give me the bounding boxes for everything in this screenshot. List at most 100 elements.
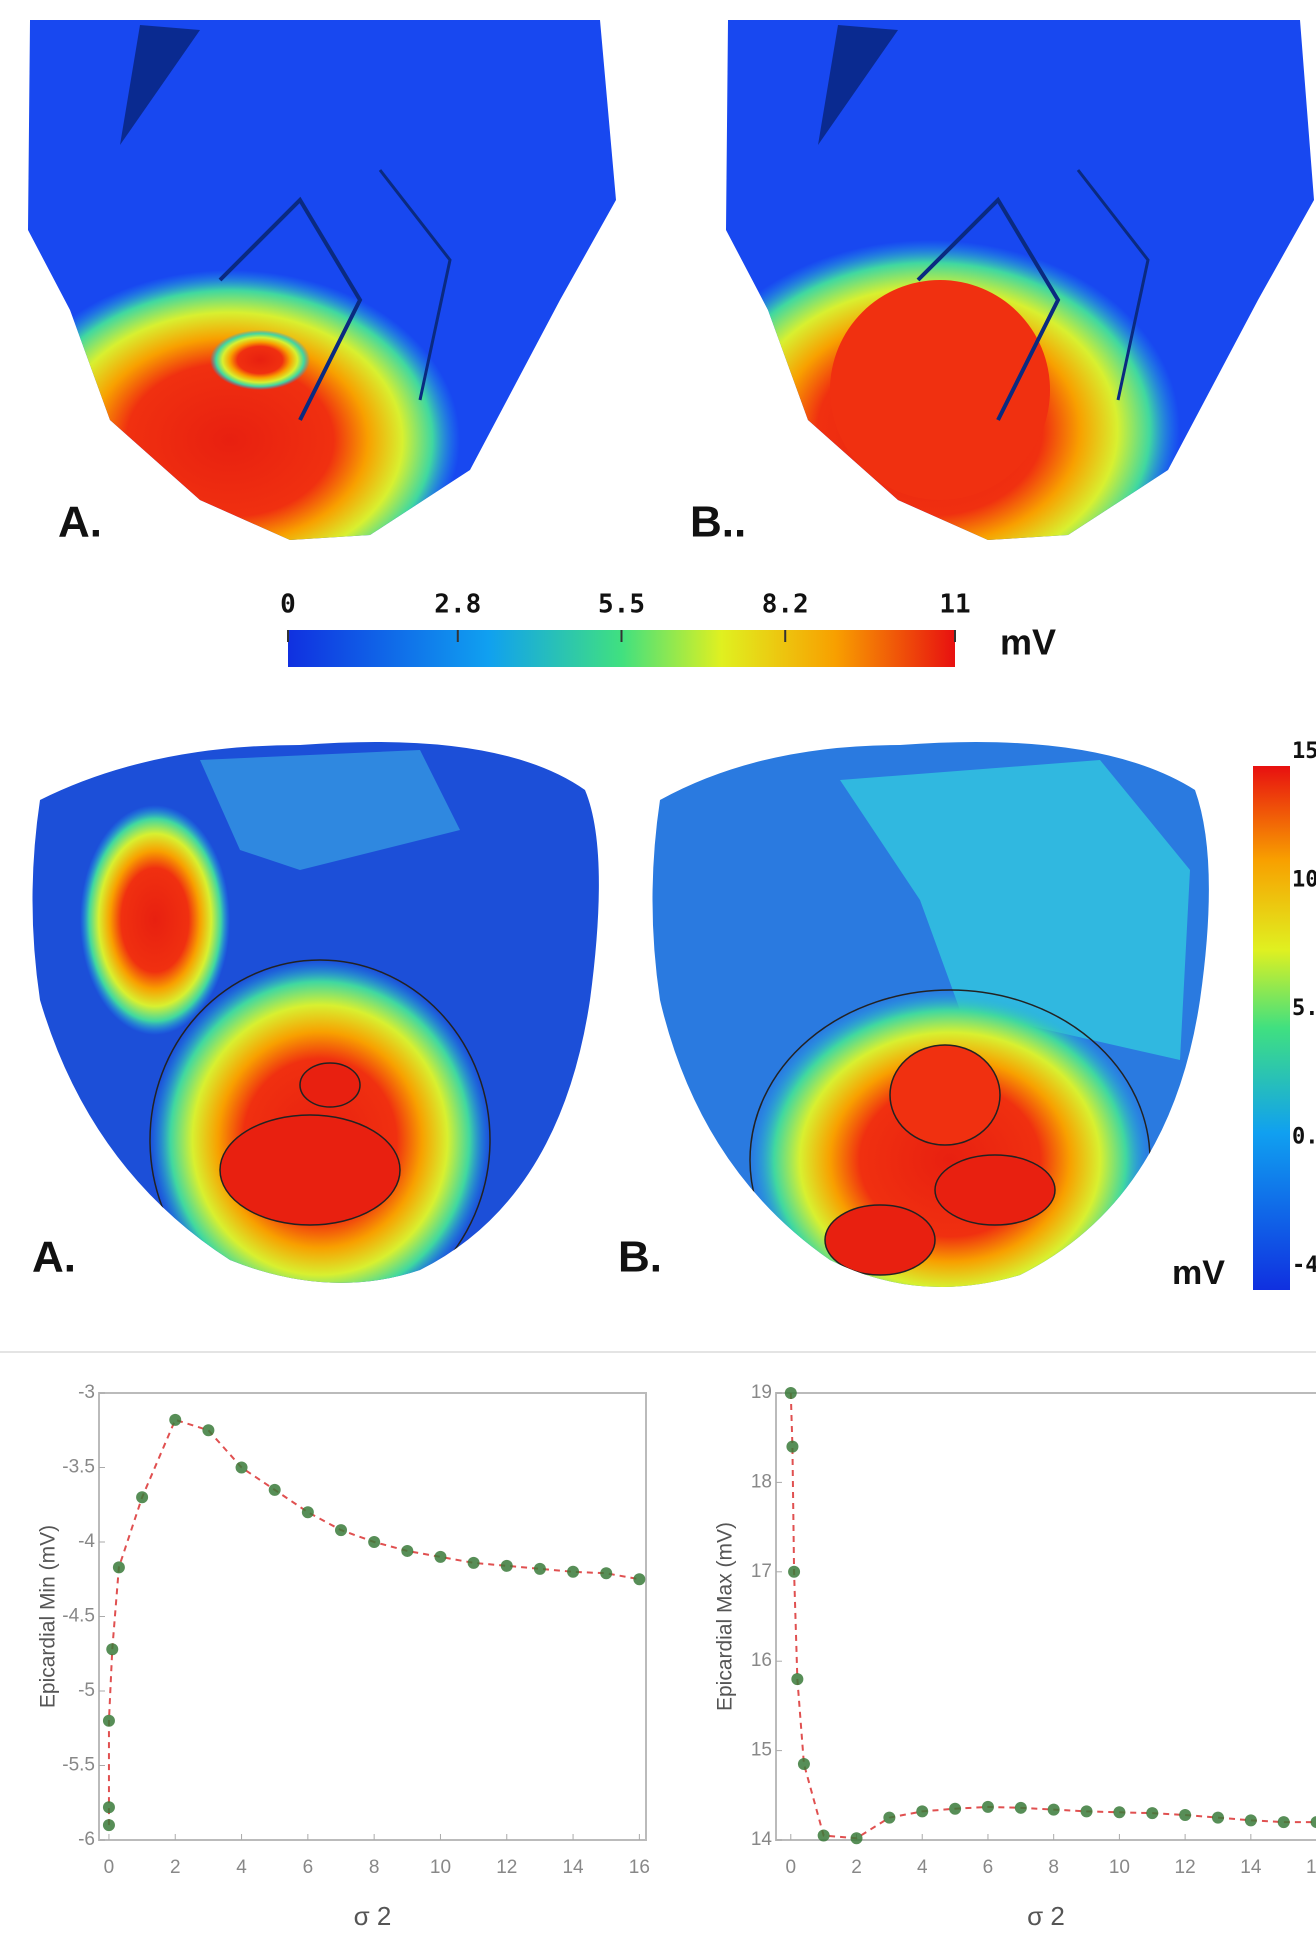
y-tick-label: -6 — [78, 1829, 95, 1850]
data-point — [916, 1805, 929, 1818]
data-point — [1047, 1803, 1060, 1816]
y-tick-label: -3.5 — [62, 1457, 95, 1478]
data-point — [467, 1556, 480, 1569]
x-tick-label: 10 — [430, 1857, 451, 1878]
x-tick-label: 2 — [851, 1857, 862, 1878]
colorbar-tick-label: 5. — [1292, 996, 1316, 1021]
data-point — [1211, 1811, 1224, 1824]
y-tick-label: 15 — [751, 1740, 772, 1761]
x-axis-label: σ 2 — [1027, 1901, 1065, 1931]
data-point — [102, 1819, 115, 1832]
x-tick-label: 16 — [1306, 1857, 1316, 1878]
y-tick-label: -5 — [78, 1680, 95, 1701]
data-point — [434, 1550, 447, 1563]
data-point — [1080, 1805, 1093, 1818]
y-axis-label: Epicardial Min (mV) — [37, 1525, 60, 1708]
colorbar-tick-label: 2.8 — [434, 590, 481, 620]
data-point — [268, 1483, 281, 1496]
colorbar-tick-label: 0 — [280, 590, 296, 620]
data-point — [600, 1567, 613, 1580]
x-tick-label: 12 — [496, 1857, 517, 1878]
heart-top-b — [726, 20, 1314, 540]
x-tick-label: 8 — [369, 1857, 380, 1878]
colorbar-tick-label: 11 — [939, 590, 970, 620]
data-point — [817, 1829, 830, 1842]
data-point — [136, 1491, 149, 1504]
data-point — [500, 1559, 513, 1572]
x-tick-label: 16 — [629, 1857, 650, 1878]
x-tick-label: 4 — [236, 1857, 247, 1878]
heart-middle-b — [652, 742, 1209, 1287]
data-point — [788, 1565, 801, 1578]
data-point — [112, 1561, 125, 1574]
data-point — [169, 1413, 182, 1426]
y-tick-label: 19 — [751, 1382, 772, 1403]
colorbar-tick-label: 10 — [1292, 868, 1316, 893]
data-point — [1244, 1814, 1257, 1827]
y-tick-label: 17 — [751, 1561, 772, 1582]
x-tick-label: 12 — [1175, 1857, 1196, 1878]
x-tick-label: 0 — [104, 1857, 115, 1878]
data-point — [106, 1643, 119, 1656]
data-point — [368, 1536, 381, 1548]
y-tick-label: -4.5 — [62, 1606, 95, 1627]
data-point — [533, 1562, 546, 1575]
data-point — [797, 1758, 810, 1771]
data-point — [301, 1506, 314, 1519]
data-point — [1113, 1806, 1126, 1819]
colorbar-tick-label: 15 — [1292, 739, 1316, 764]
x-axis-label: σ 2 — [354, 1901, 392, 1931]
colorbar-tick-label: -4 — [1292, 1253, 1316, 1278]
colorbar-tick-label: 5.5 — [598, 590, 645, 620]
data-point — [784, 1387, 797, 1399]
y-tick-label: -3 — [78, 1382, 95, 1403]
x-tick-label: 10 — [1109, 1857, 1130, 1878]
data-point — [335, 1524, 348, 1537]
panel-label: A. — [58, 498, 102, 547]
data-point — [981, 1800, 994, 1813]
data-point — [1310, 1816, 1316, 1829]
y-axis-label: Epicardial Max (mV) — [714, 1522, 737, 1711]
data-point — [791, 1673, 804, 1686]
x-tick-label: 0 — [785, 1857, 796, 1878]
y-tick-label: 14 — [751, 1829, 773, 1850]
data-point — [786, 1440, 799, 1453]
x-tick-label: 8 — [1048, 1857, 1059, 1878]
data-point — [102, 1801, 115, 1814]
plot-frame — [775, 1392, 1316, 1841]
x-tick-label: 4 — [917, 1857, 928, 1878]
data-point — [401, 1544, 414, 1557]
colorbar-unit: mV — [1000, 622, 1056, 663]
colorbar-tick-label: 0. — [1292, 1125, 1316, 1150]
colorbar-tick-label: 8.2 — [762, 590, 809, 620]
plot-frame — [98, 1392, 647, 1841]
y-tick-label: -4 — [78, 1531, 95, 1552]
data-point — [850, 1832, 863, 1845]
x-tick-label: 14 — [1240, 1857, 1262, 1878]
y-tick-label: 18 — [751, 1471, 772, 1492]
panel-label: B.. — [690, 498, 746, 547]
data-point — [949, 1802, 962, 1815]
y-tick-label: -5.5 — [62, 1755, 95, 1776]
x-tick-label: 6 — [303, 1857, 314, 1878]
x-tick-label: 2 — [170, 1857, 181, 1878]
data-point — [633, 1573, 646, 1586]
data-point — [1277, 1816, 1290, 1829]
series-line — [107, 1418, 640, 1826]
colorbar-unit: mV — [1172, 1254, 1225, 1292]
x-tick-label: 6 — [983, 1857, 994, 1878]
panel-label: A. — [32, 1233, 76, 1282]
data-point — [202, 1424, 215, 1437]
y-tick-label: 16 — [751, 1650, 772, 1671]
panel-label: B. — [618, 1233, 662, 1282]
data-point — [235, 1461, 248, 1474]
data-point — [567, 1565, 580, 1578]
colorbar — [1253, 766, 1290, 1290]
data-point — [102, 1714, 115, 1727]
x-tick-label: 14 — [562, 1857, 584, 1878]
data-point — [1014, 1801, 1027, 1814]
heart-middle-a — [32, 742, 599, 1283]
data-point — [1179, 1808, 1192, 1821]
data-point — [883, 1811, 896, 1824]
